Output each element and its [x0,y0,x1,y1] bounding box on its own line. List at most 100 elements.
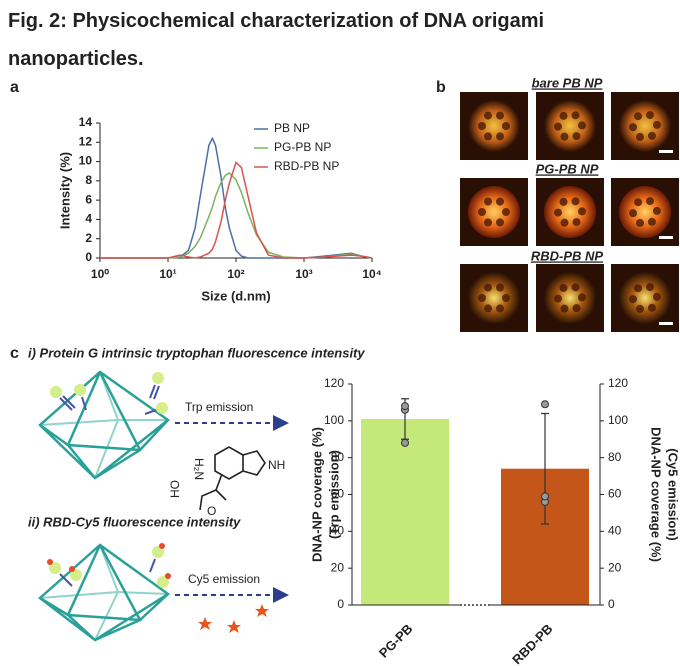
data-point [541,492,549,501]
particle-hole [636,304,645,313]
y-tick-label: 20 [331,560,345,574]
particle-hole [478,208,486,216]
scale-bar [659,150,673,153]
y-tick-label: 100 [324,413,344,427]
particle-hole [652,120,661,129]
particle-hole [647,131,656,140]
y-tick-label: 10 [79,154,93,168]
y2-tick-label: 120 [608,376,628,390]
scale-bar [659,322,673,325]
panel-label: a [10,79,19,96]
particle-hole [484,132,492,141]
atom-label: O [207,504,216,518]
particle-hole [636,218,645,227]
scale-bar [659,236,673,239]
legend-label: PG-PB NP [274,140,331,154]
particle-hole [496,111,504,120]
x-tick-label: 10⁰ [91,267,109,281]
particle-hole [647,217,656,226]
particle-hole [484,218,492,227]
y-tick-label: 12 [79,134,93,148]
particle-hole [559,197,568,206]
y-axis-title: (Trp emission) [326,450,341,539]
y-tick-label: 2 [85,231,92,245]
particle-hole [559,283,568,292]
particle [468,100,520,152]
y2-tick-label: 40 [608,524,622,538]
particle-hole [571,283,580,292]
y-tick-label: 0 [337,597,344,611]
particle-hole [652,206,661,215]
particle-hole [647,303,656,312]
y2-tick-label: 20 [608,560,622,574]
particle [468,186,520,238]
series-line [100,136,373,259]
y2-tick-label: 0 [608,597,615,611]
particle-hole [484,283,492,292]
particle-hole [571,111,580,120]
data-point [401,402,409,411]
particle-hole [572,304,581,313]
particle-hole [572,132,581,141]
particle-hole [645,111,654,120]
particle-hole [484,304,492,313]
y2-axis-title: (Cy5 emission) [666,448,680,540]
panel-label: b [436,79,446,96]
image-label: bare PB NP [532,75,603,90]
x-tick-label: 10² [227,267,244,281]
particle-hole [478,122,486,130]
legend-label: RBD-PB NP [274,159,339,173]
particle [468,272,520,324]
particle-hole [560,132,569,141]
origami-diagram: Trp emission NH H₂N HO O [38,370,289,518]
diagram-title: i) Protein G intrinsic tryptophan fluore… [28,345,365,360]
micrographs [460,92,679,332]
diagram-title: ii) RBD-Cy5 fluorescence intensity [28,514,241,529]
atom-label: H₂N [192,458,206,480]
y-tick-label: 14 [79,115,93,129]
x-tick-label: 10³ [295,267,312,281]
particle-hole [652,292,661,301]
particle-hole [559,111,568,120]
legend-label: PB NP [274,121,310,135]
particle [619,272,671,324]
x-tick-label: 10¹ [159,267,176,281]
figure-title: Fig. 2: Physicochemical characterization… [8,10,545,70]
particle-hole [502,294,510,302]
arrow-label: Trp emission [185,400,253,414]
x-tick-label: PG-PB [376,621,416,661]
atom-label: NH [268,458,285,472]
panel-label: c [10,345,19,362]
particle-hole [502,122,510,130]
particle-hole [478,294,486,302]
bar [361,418,449,605]
series-line [100,161,373,259]
particle [544,272,596,324]
y2-tick-label: 60 [608,487,622,501]
particle-hole [629,209,638,218]
particle-hole [634,284,643,293]
particle-hole [577,293,586,302]
particle-hole [629,295,638,304]
y-tick-label: 8 [85,173,92,187]
particle-hole [636,132,645,141]
y-tick-label: 80 [331,450,345,464]
image-label: RBD-PB NP [531,248,604,263]
particle [619,100,671,152]
particle-hole [484,197,492,206]
particle-hole [502,208,510,216]
particle-hole [634,198,643,207]
series-line [100,172,373,259]
y-tick-label: 60 [331,487,345,501]
particle [619,186,671,238]
y2-axis-title: DNA-NP coverage (%) [649,427,664,562]
y-axis-title: DNA-NP coverage (%) [309,427,324,562]
particle-hole [634,112,643,121]
y-axis-title: Intensity (%) [57,152,72,229]
particle-hole [629,123,638,132]
y-tick-label: 120 [324,376,344,390]
origami-diagram: Cy5 emission [38,543,289,642]
particle-hole [560,218,569,227]
particle [544,100,596,152]
